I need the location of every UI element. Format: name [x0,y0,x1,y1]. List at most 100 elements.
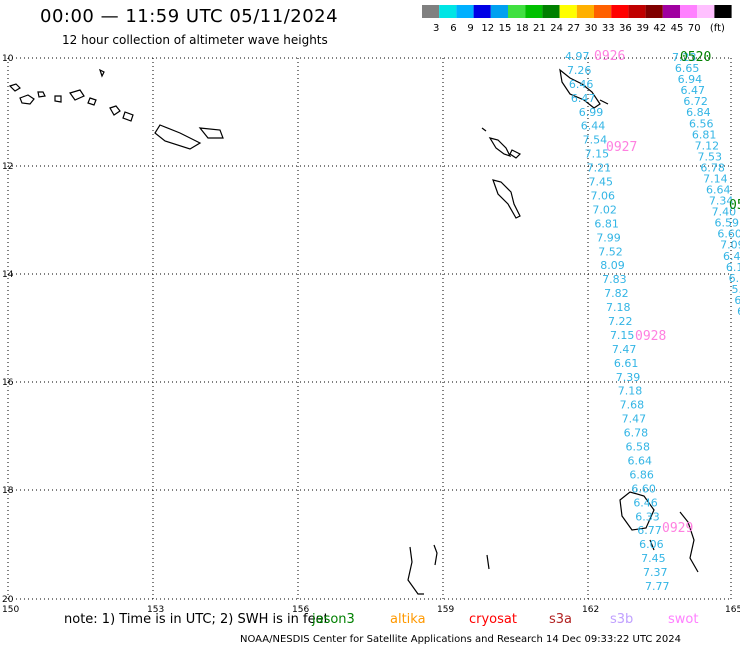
lat-tick-label: 12 [2,162,13,172]
satellite-legend-item: cryosat [469,612,517,627]
pass-time-label: 0926 [594,49,625,64]
wave-height-label: 6.43 [723,250,740,263]
satellite-legend-item: swot [668,612,699,627]
wave-height-label: 7.02 [592,203,617,216]
wave-height-label: 6.47 [681,84,706,97]
wave-height-label: 6.64 [627,454,652,467]
colorbar-swatch [422,5,440,18]
wave-height-label: 6.94 [678,73,703,86]
colorbar-label: 27 [567,23,580,34]
colorbar-swatch [611,5,629,18]
wave-height-label: 6.84 [686,106,711,119]
wave-height-label: 6.58 [626,441,651,454]
wave-height-label: 7.14 [703,172,728,185]
colorbar-label: 3 [433,23,439,34]
wave-height-label: 8.09 [600,259,625,272]
lon-tick-label: 153 [147,605,164,615]
coastline [599,99,609,105]
note-text: note: 1) Time is in UTC; 2) SWH is in fe… [64,612,329,627]
pass-time-label: 0929 [662,521,693,536]
wave-height-label: 6.44 [581,120,606,133]
coastline [481,127,487,132]
wave-height-label: 6.46 [633,496,658,509]
colorbar-swatch [662,5,680,18]
coastline [486,554,490,570]
lat-tick-label: 14 [2,270,14,280]
pass-time-label: 0927 [606,140,637,155]
coastline [492,179,521,219]
colorbar-swatch [628,5,646,18]
lat-tick-label: 20 [2,595,14,605]
colorbar-swatch [645,5,663,18]
wave-height-label: 7.47 [612,343,637,356]
wave-height-label: 6.33 [635,510,660,523]
wave-height-label: 6.06 [639,538,664,551]
wave-height-label: 7.47 [622,413,647,426]
lon-tick-label: 165 [725,605,740,615]
coastlines [8,68,699,595]
coastline [679,511,699,573]
page-title: 00:00 — 11:59 UTC 05/11/2024 [40,6,339,27]
lon-tick-label: 150 [2,605,19,615]
colorbar-swatch [473,5,491,18]
wave-height-label: 6.3 [737,305,740,318]
credit-text: NOAA/NESDIS Center for Satellite Applica… [240,634,682,645]
wave-height-label: 7.99 [596,231,621,244]
colorbar-swatch [680,5,698,18]
wave-height-label: 6.81 [692,128,717,141]
wave-height-label: 7.82 [604,287,629,300]
wave-height-label: 7.45 [589,176,614,189]
wave-height-label: 7.37 [643,566,668,579]
pass-time-label: 05 [729,198,740,213]
coastline [19,94,35,105]
coastline [198,127,224,139]
wave-height-label: 4.97 [565,50,590,63]
colorbar-label: 33 [602,23,615,34]
coastline [619,491,655,531]
wave-height-label: 6.78 [624,427,649,440]
wave-height-label: 7.77 [645,580,670,593]
colorbar-swatch [439,5,457,18]
wave-height-label: 7.34 [709,195,734,208]
colorbar-swatch [542,5,560,18]
wave-height-label: 7.53 [698,150,723,163]
wave-height-label: 7.18 [618,385,643,398]
colorbar-label: 9 [467,23,473,34]
coastline [509,149,522,159]
colorbar-swatch [559,5,577,18]
colorbar-swatch [576,5,594,18]
wave-height-label: 7.83 [602,273,627,286]
wave-height-label: 7.45 [641,552,666,565]
satellite-legend-item: s3b [610,612,634,627]
wave-height-label: 7.06 [590,189,615,202]
colorbar-label: 21 [533,23,546,34]
coastline [109,105,121,116]
wave-height-label: 6.64 [706,184,731,197]
lon-tick-label: 156 [292,605,309,615]
wave-height-label: 6.47 [571,92,596,105]
wave-height-label: 7.39 [616,371,641,384]
colorbar-label: 6 [450,23,456,34]
page-subtitle: 12 hour collection of altimeter wave hei… [62,33,328,47]
lon-tick-label: 159 [437,605,454,615]
wave-height-label: 6.65 [675,62,700,75]
wave-height-label: 7.09 [720,239,740,252]
satellite-legend-item: jason3 [312,612,355,627]
coastline [122,111,134,122]
wave-height-label: 7.22 [608,315,633,328]
pass-time-label: 0520 [680,50,711,65]
coastline [154,124,202,150]
wave-height-label: 6.86 [629,468,654,481]
colorbar-swatch [594,5,612,18]
satellite-legend-item: altika [390,612,426,627]
coastline [8,83,21,92]
colorbar-swatch [697,5,715,18]
colorbar-label: 42 [653,23,666,34]
wave-height-label: 6.10 [729,272,740,285]
color-scale-legend: 3 6 9 12 15 18 21 24 27 30 33 36 39 42 45 70 (ft) [422,5,732,34]
wave-height-label: 6.78 [700,161,725,174]
wave-height-label: 7.26 [567,64,592,77]
colorbar-label: 15 [499,23,512,34]
